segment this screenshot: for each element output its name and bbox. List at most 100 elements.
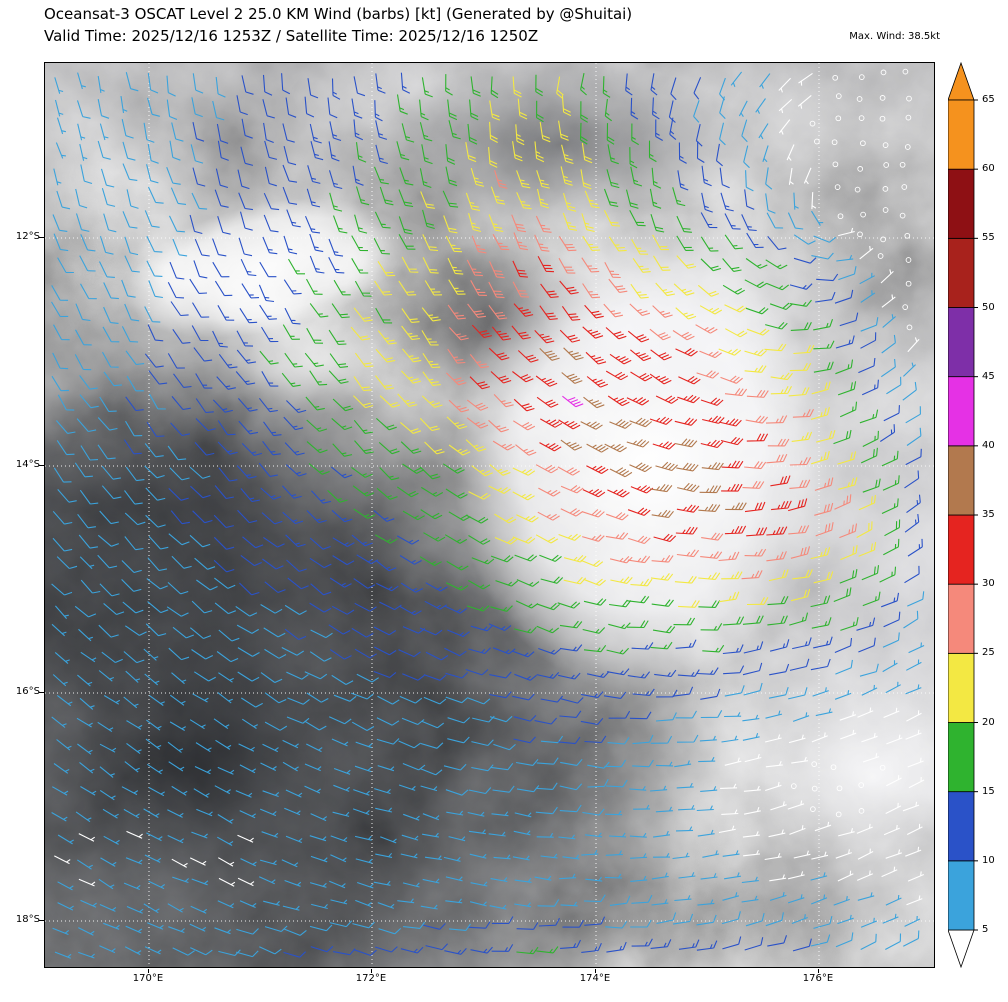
wind-barb — [648, 140, 657, 163]
wind-barb — [355, 186, 370, 206]
wind-barb — [651, 872, 669, 880]
calm-circle — [835, 115, 842, 122]
wind-barb — [560, 697, 584, 704]
wind-barb — [217, 692, 233, 704]
wind-barb — [631, 938, 653, 947]
calm-circle — [832, 161, 839, 168]
wind-barb — [627, 671, 651, 679]
wind-barb — [261, 326, 279, 343]
wind-barb — [764, 734, 782, 743]
wind-barb — [582, 808, 605, 816]
wind-barb — [126, 742, 142, 755]
wind-barb — [540, 576, 564, 584]
calm-circle — [906, 95, 912, 102]
wind-barb — [193, 788, 210, 798]
wind-barb — [235, 790, 253, 798]
wind-barb — [536, 672, 560, 679]
wind-barb — [99, 261, 115, 278]
wind-barb — [488, 623, 512, 632]
calm-circle — [811, 761, 818, 767]
wind-barb — [488, 304, 508, 320]
wind-barb — [145, 487, 166, 501]
wind-barb — [535, 464, 559, 474]
wind-barb — [630, 485, 654, 494]
wind-barb — [744, 279, 767, 289]
wind-barb — [490, 762, 514, 771]
wind-barb — [675, 307, 697, 320]
wind-barb — [97, 721, 114, 733]
wind-barb — [329, 880, 346, 889]
wind-barb — [354, 765, 372, 773]
wind-barb — [885, 933, 902, 950]
wind-barb — [282, 324, 300, 340]
wind-barb — [786, 144, 795, 161]
wind-barb — [212, 399, 233, 413]
wind-barb — [375, 120, 388, 140]
wind-barb — [281, 73, 291, 95]
wind-barb — [655, 282, 676, 297]
wind-barb — [583, 578, 606, 586]
wind-barb — [741, 895, 759, 903]
wind-barb — [513, 303, 534, 317]
wind-barb — [724, 757, 742, 766]
wind-barb — [903, 362, 916, 377]
wind-barb — [423, 532, 446, 542]
wind-barb — [488, 347, 510, 361]
wind-barb — [332, 811, 350, 817]
wind-barb — [762, 145, 769, 163]
wind-barb — [490, 605, 513, 612]
wind-barb — [374, 211, 391, 229]
wind-barb — [696, 914, 717, 926]
wind-barb — [603, 691, 627, 699]
calm-circle — [837, 213, 844, 220]
wind-barb — [787, 894, 805, 904]
wind-barb — [242, 536, 264, 549]
wind-barb — [862, 591, 881, 607]
wind-barb — [468, 921, 491, 929]
wind-barb — [559, 329, 581, 343]
wind-barb — [195, 742, 212, 753]
wind-barb — [78, 534, 98, 549]
wind-barb — [448, 923, 471, 931]
wind-barb — [195, 418, 216, 432]
wind-barb — [791, 914, 808, 925]
wind-barb — [670, 77, 677, 101]
wind-barb — [652, 625, 676, 634]
wind-barb — [651, 899, 669, 906]
wind-barb — [445, 672, 469, 679]
wind-barb — [100, 857, 117, 867]
wind-barb — [715, 143, 723, 167]
wind-barb — [607, 144, 619, 165]
wind-barb — [305, 396, 325, 411]
wind-barb — [145, 623, 167, 637]
wind-barb — [240, 146, 254, 166]
wind-barb — [216, 651, 239, 663]
wind-barb — [285, 789, 303, 798]
wind-barb — [814, 502, 834, 516]
wind-barb — [351, 534, 373, 547]
wind-barb — [373, 166, 389, 185]
wind-barb — [907, 538, 923, 557]
wind-barb — [810, 934, 831, 947]
wind-barb — [122, 163, 138, 181]
wind-barb — [810, 658, 831, 671]
wind-barb — [310, 813, 328, 822]
wind-barb — [77, 674, 93, 687]
wind-barb — [625, 189, 639, 209]
wind-barb — [80, 164, 93, 185]
wind-barb — [401, 325, 420, 341]
wind-barb — [626, 620, 649, 629]
wind-barb — [696, 805, 714, 812]
wind-barb — [835, 335, 855, 349]
wind-barb — [719, 167, 730, 189]
wind-barb — [99, 583, 120, 597]
colorbar-segment — [947, 583, 975, 654]
wind-barb — [309, 651, 332, 662]
wind-barb — [121, 326, 139, 343]
wind-barb — [651, 509, 674, 519]
wind-barb — [673, 283, 695, 296]
wind-barb — [147, 601, 169, 614]
x-axis-tick — [148, 969, 149, 973]
wind-barb — [264, 721, 288, 731]
y-axis-tick-label: 14°S — [15, 459, 40, 470]
